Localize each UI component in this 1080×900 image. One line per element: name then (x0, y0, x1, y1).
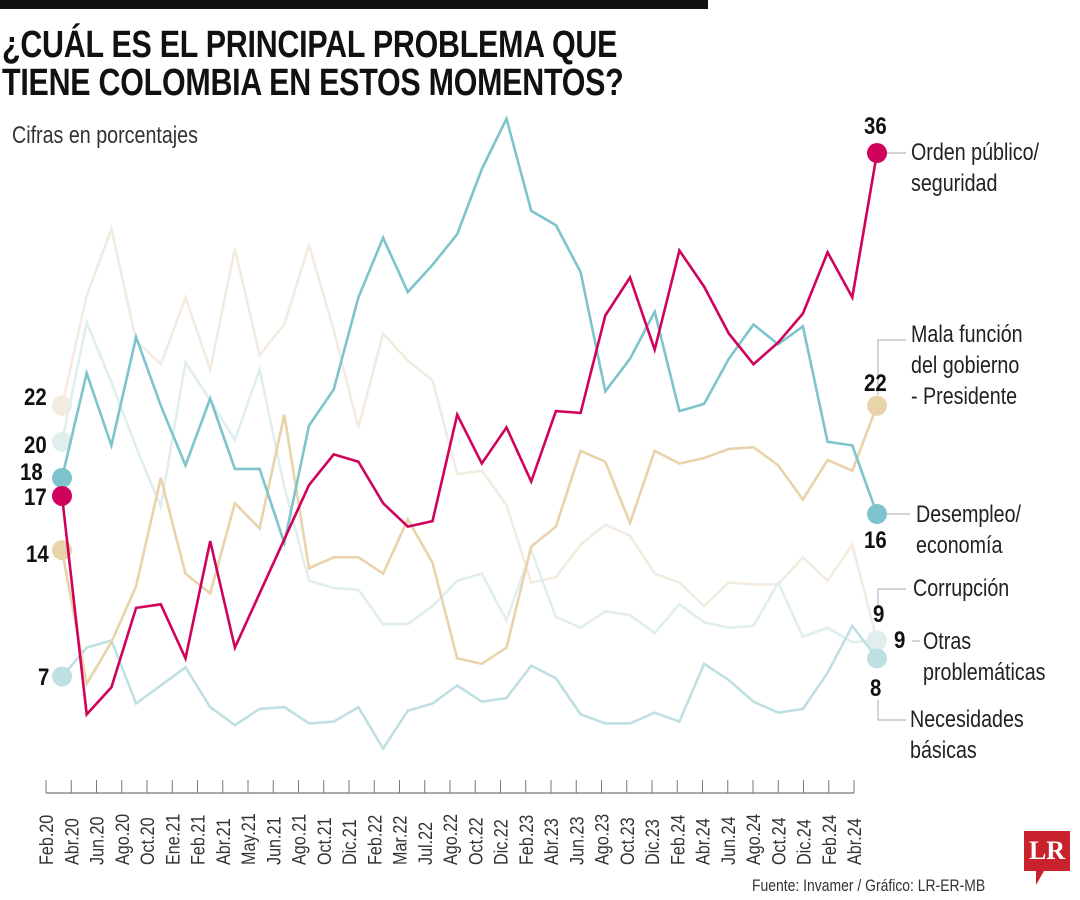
x-tick-label: Jun.23 (566, 816, 588, 865)
series-line-0 (60, 224, 879, 641)
x-tick-label: Oct.22 (465, 817, 487, 865)
legend-desempleo-line-1: Desempleo/ (916, 501, 1022, 528)
start-label-corrupcion: 22 (24, 384, 47, 411)
x-tick-label: Ago.23 (591, 814, 613, 865)
x-tick-label: Abr.21 (213, 818, 235, 865)
x-tick-label: Feb.20 (36, 815, 58, 865)
series-start-point (52, 666, 72, 687)
legend-orden-line-2: seguridad (911, 170, 998, 197)
end-label-otras: 9 (894, 627, 906, 654)
x-tick-label: Dic.22 (490, 819, 512, 865)
series-line-2 (61, 623, 879, 752)
x-tick-label: Ene.21 (162, 814, 184, 865)
x-tick-label: Ago.22 (440, 814, 462, 865)
x-tick-label: May.21 (238, 813, 260, 865)
series-line-5 (60, 152, 879, 718)
series-line-4 (60, 115, 879, 548)
x-tick-label: Ago.24 (743, 814, 765, 865)
end-label-desempleo: 16 (864, 527, 887, 554)
source-note: Fuente: Invamer / Gráfico: LR-ER-MB (752, 876, 986, 895)
legend-mala: Mala función del gobierno - Presidente (911, 319, 1023, 412)
series-end-point (867, 395, 887, 416)
series-start-point (52, 395, 72, 416)
x-tick-label: Mar.22 (389, 816, 411, 865)
x-tick-label: Ago.21 (288, 814, 310, 865)
x-tick-label: Jun.24 (718, 816, 740, 865)
lr-logo: LR (1024, 831, 1070, 885)
bracket-necesidades (877, 700, 906, 721)
end-label-mala: 22 (864, 370, 887, 397)
series-start-point (52, 485, 72, 506)
x-tick-label: Dic.21 (339, 819, 361, 865)
end-label-corrupcion: 9 (873, 601, 885, 628)
x-tick-label: Jul.22 (415, 822, 437, 865)
legend-otras-line-1: Otras (923, 628, 972, 655)
legend-necesidades-line-1: Necesidades (910, 706, 1024, 733)
x-tick-label: Oct.23 (617, 817, 639, 865)
x-tick-label: Ago.20 (112, 814, 134, 865)
x-tick-label: Feb.24 (667, 815, 689, 865)
start-label-desempleo: 18 (20, 459, 43, 486)
legend-desempleo-line-2: economía (916, 532, 1003, 559)
end-label-necesidades: 8 (870, 675, 882, 702)
x-tick-label: Feb.21 (187, 815, 209, 865)
series-end-point (867, 630, 887, 651)
x-tick-label: Dic.24 (793, 819, 815, 865)
legend-desempleo: Desempleo/ economía (916, 499, 1021, 561)
x-tick-label: Abr.24 (692, 818, 714, 865)
series-start-point (52, 431, 72, 452)
x-tick-label: Oct.20 (137, 817, 159, 865)
x-tick-label: Feb.24 (819, 815, 841, 865)
legend-mala-line-3: - Presidente (911, 383, 1018, 410)
top-bar (0, 0, 708, 9)
legend-necesidades: Necesidades básicas (910, 704, 1024, 766)
chart-title-line-2: TIENE COLOMBIA EN ESTOS MOMENTOS? (2, 62, 624, 104)
legend-mala-line-1: Mala función (911, 321, 1023, 348)
legend-corrupcion: Corrupción (913, 573, 1009, 604)
legend-necesidades-line-2: básicas (910, 737, 977, 764)
chart-title-line-1: ¿CUÁL ES EL PRINCIPAL PROBLEMA QUE (2, 24, 618, 66)
start-label-otras: 20 (24, 432, 47, 459)
x-tick-label: Dic.23 (642, 819, 664, 865)
end-label-orden: 36 (864, 113, 887, 140)
chart-subtitle: Cifras en porcentajes (12, 122, 198, 149)
start-label-mala: 14 (26, 541, 49, 568)
x-tick-label: Feb.22 (364, 815, 386, 865)
bracket-mala (877, 339, 906, 395)
x-tick-label: Abr.24 (844, 818, 866, 865)
start-label-orden: 17 (24, 484, 47, 511)
legend-orden: Orden público/ seguridad (911, 137, 1039, 199)
x-tick-label: Oct.21 (314, 817, 336, 865)
x-tick-label: Oct.24 (768, 817, 790, 865)
x-tick-label: Jun.21 (263, 817, 285, 865)
legend-mala-line-2: del gobierno (911, 352, 1020, 379)
series-start-point (52, 467, 72, 488)
series-end-point (867, 648, 887, 669)
series-line-3 (60, 405, 879, 688)
bracket-corrupcion (877, 588, 906, 608)
series-line-1 (60, 318, 878, 644)
x-tick-label: Jun.20 (86, 816, 108, 865)
series-end-point (867, 504, 887, 524)
legend-orden-line-1: Orden público/ (911, 139, 1039, 166)
legend-otras-line-2: problemáticas (923, 659, 1046, 686)
x-tick-label: Feb.23 (516, 815, 538, 865)
series-end-point (867, 143, 887, 163)
legend-otras: Otras problemáticas (923, 626, 1046, 688)
x-tick-label: Abr.23 (541, 818, 563, 865)
x-tick-label: Abr.20 (61, 818, 83, 865)
start-label-necesidades: 7 (38, 664, 50, 691)
legend-corrupcion-line-1: Corrupción (913, 575, 1010, 602)
